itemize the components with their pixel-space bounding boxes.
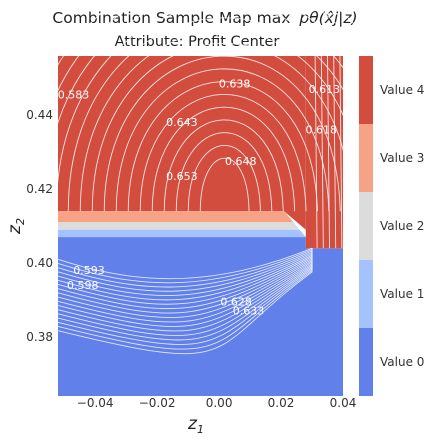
plot-contours [19,0,421,355]
contour-line-upper [67,17,375,212]
x-tick-label: 0.04 [330,396,357,410]
x-tick-label: 0.02 [268,396,295,410]
x-axis-label-sub: 1 [197,423,204,436]
legend-label: Value 0 [380,355,424,369]
contour-line-upper [127,81,318,212]
contour-line-upper [187,145,261,212]
contour-label: 0.653 [166,170,198,183]
contour-labels: 0.638 0.643 0.648 0.653 0.583 0.613 0.618 0.593… [58,77,340,317]
contour-line-upper [199,157,250,212]
legend-swatch [359,260,373,328]
contour-line-lower [57,248,313,284]
chart-title-text: Combination Sample Map max [52,9,290,27]
x-axis-label: z1 [187,414,204,436]
region-value-2 [58,222,300,230]
contour-line-upper [175,132,273,212]
contour-line-right [327,55,330,249]
contour-line-upper [79,30,364,212]
plot-regions [58,56,343,396]
contour-line-lower [57,248,313,301]
contour-line-lower [57,248,313,350]
contour-label: 0.613 [309,83,341,96]
contour-label: 0.643 [166,116,198,129]
legend-swatch [359,124,373,192]
contour-line-lower [57,248,313,314]
contour-label: 0.598 [67,279,99,292]
region-value-4 [58,56,306,230]
contour-line-lower [57,248,313,332]
contour-line-lower [57,248,313,323]
x-tick-label: −0.04 [77,396,114,410]
region-value-1 [58,229,306,238]
x-tick-label: 0.00 [206,396,233,410]
y-tick-label: 0.44 [26,108,53,122]
contour-label: 0.583 [58,89,90,102]
contour-line-upper [19,0,421,212]
contour-line-upper [163,119,284,212]
legend-swatch [359,56,373,124]
contour-line-upper [43,0,398,212]
legend: Value 4 Value 3 Value 2 Value 1 Value 0 [359,56,424,396]
contour-label: 0.638 [219,77,251,90]
x-axis-label-main: z [187,414,198,434]
contour-line-lower [57,248,313,345]
contour-label: 0.648 [225,155,257,168]
chart-subtitle: Attribute: Profit Center [115,34,280,50]
y-tick-label: 0.40 [26,256,53,270]
contour-line-upper [103,55,341,212]
legend-label: Value 1 [380,287,424,301]
contour-line-upper [151,106,296,212]
contour-line-right [339,55,343,249]
contour-line-lower [57,248,313,288]
contour-line-lower [57,248,313,296]
contour-line-lower [57,248,313,355]
contour-line-lower [57,248,313,305]
legend-label: Value 4 [380,83,424,97]
legend-label: Value 3 [380,151,424,165]
region-value-3 [58,211,294,223]
y-tick-label: 0.42 [26,182,53,196]
contour-label: 0.628 [220,296,252,309]
contour-line-lower [57,248,313,336]
legend-label: Value 2 [380,219,424,233]
contour-line-right [314,55,318,249]
contour-line-right [320,55,324,249]
contour-line-right [333,55,337,249]
chart-title: Combination Sample Map max pθ(x̂j|z) [52,9,357,27]
contour-line-lower [57,247,313,280]
contour-line-lower [57,248,313,341]
legend-swatch [359,192,373,260]
contour-label: 0.593 [73,264,105,277]
y-axis-label-sub: 2 [14,218,27,225]
contour-line-upper [31,0,410,212]
x-tick-label: −0.02 [139,396,176,410]
y-axis-label: z2 [5,218,27,235]
contour-label: 0.633 [233,305,265,318]
y-axis-label-main: z [5,224,25,235]
contour-line-lower [57,248,313,292]
contour-line-lower [57,248,313,327]
y-axis-ticks: 0.38 0.40 0.42 0.44 [26,108,53,344]
x-axis-ticks: −0.04 −0.02 0.00 0.02 0.04 [77,396,357,410]
contour-line-upper [139,94,307,212]
legend-swatch [359,328,373,396]
y-tick-label: 0.38 [26,330,53,344]
region-value-4 [305,56,343,249]
contour-line-lower [57,248,313,318]
contour-line-lower [57,248,313,310]
contour-line-upper [91,42,353,212]
contour-label: 0.618 [306,124,338,137]
